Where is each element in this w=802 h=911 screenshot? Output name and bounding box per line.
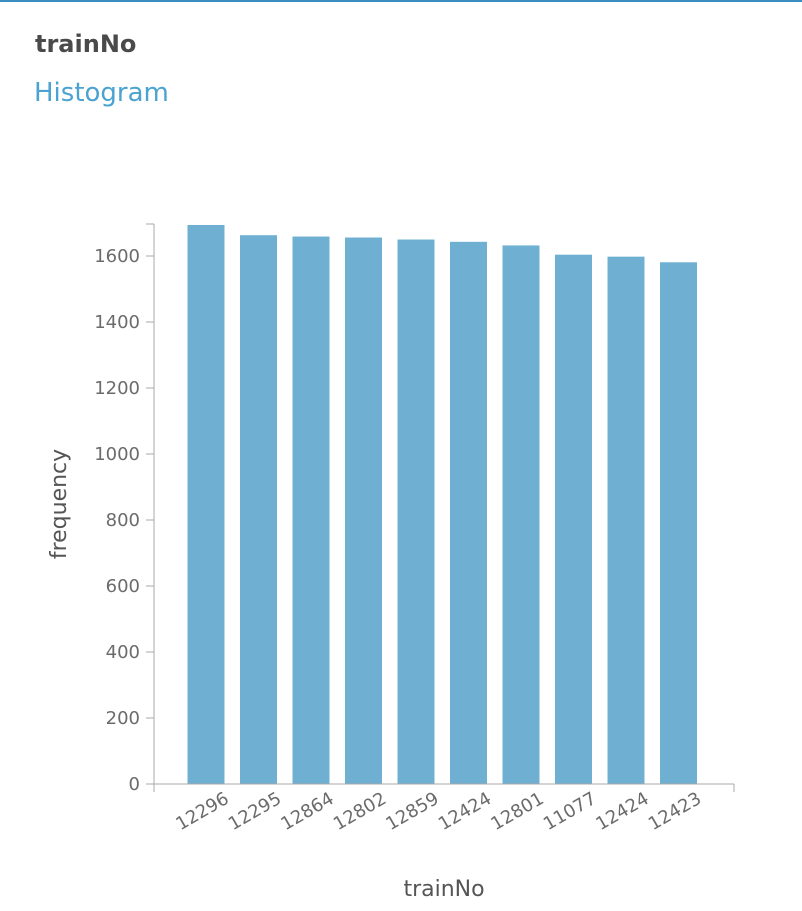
y-tick-label: 1000 — [94, 444, 140, 465]
x-tick-label: 12295 — [225, 788, 285, 835]
bar[interactable] — [240, 235, 277, 784]
y-tick-label: 600 — [106, 576, 140, 597]
bar[interactable] — [607, 256, 645, 784]
x-tick-label: 12424 — [435, 788, 495, 835]
panel-title: trainNo — [35, 30, 137, 58]
y-tick-label: 800 — [106, 510, 140, 531]
x-tick-label: 12864 — [277, 788, 337, 835]
x-tick-label: 11077 — [540, 788, 600, 835]
y-axis: 0 200 400 600 800 1000 1200 1400 1600 — [94, 223, 155, 795]
y-tick-label: 1600 — [94, 246, 140, 267]
x-tick-label: 12423 — [645, 788, 705, 835]
x-axis-title: trainNo — [403, 877, 484, 902]
bar[interactable] — [187, 224, 225, 785]
bar[interactable] — [555, 254, 592, 784]
x-tick-label: 12296 — [172, 788, 232, 835]
bar[interactable] — [450, 241, 487, 784]
y-tick-label: 400 — [106, 642, 140, 663]
y-tick-label: 1200 — [94, 378, 140, 399]
bar[interactable] — [397, 239, 435, 785]
top-accent-rule — [0, 0, 802, 2]
y-tick-label: 1400 — [94, 312, 140, 333]
y-tick-label: 200 — [106, 708, 140, 729]
x-tick-label: 12859 — [382, 788, 442, 835]
bar[interactable] — [345, 237, 382, 784]
x-tick-label: 12424 — [592, 788, 652, 835]
x-tick-label: 12801 — [487, 788, 547, 835]
y-axis-title: frequency — [47, 449, 72, 559]
bar[interactable] — [660, 262, 697, 784]
x-axis: 1229612295128641280212859124241280111077… — [153, 783, 735, 835]
panel-subtitle: Histogram — [34, 78, 169, 108]
y-tick-label: 0 — [129, 774, 140, 795]
bar[interactable] — [502, 245, 540, 784]
bar[interactable] — [292, 236, 330, 784]
x-tick-label: 12802 — [330, 788, 390, 835]
bar-group — [187, 224, 697, 785]
